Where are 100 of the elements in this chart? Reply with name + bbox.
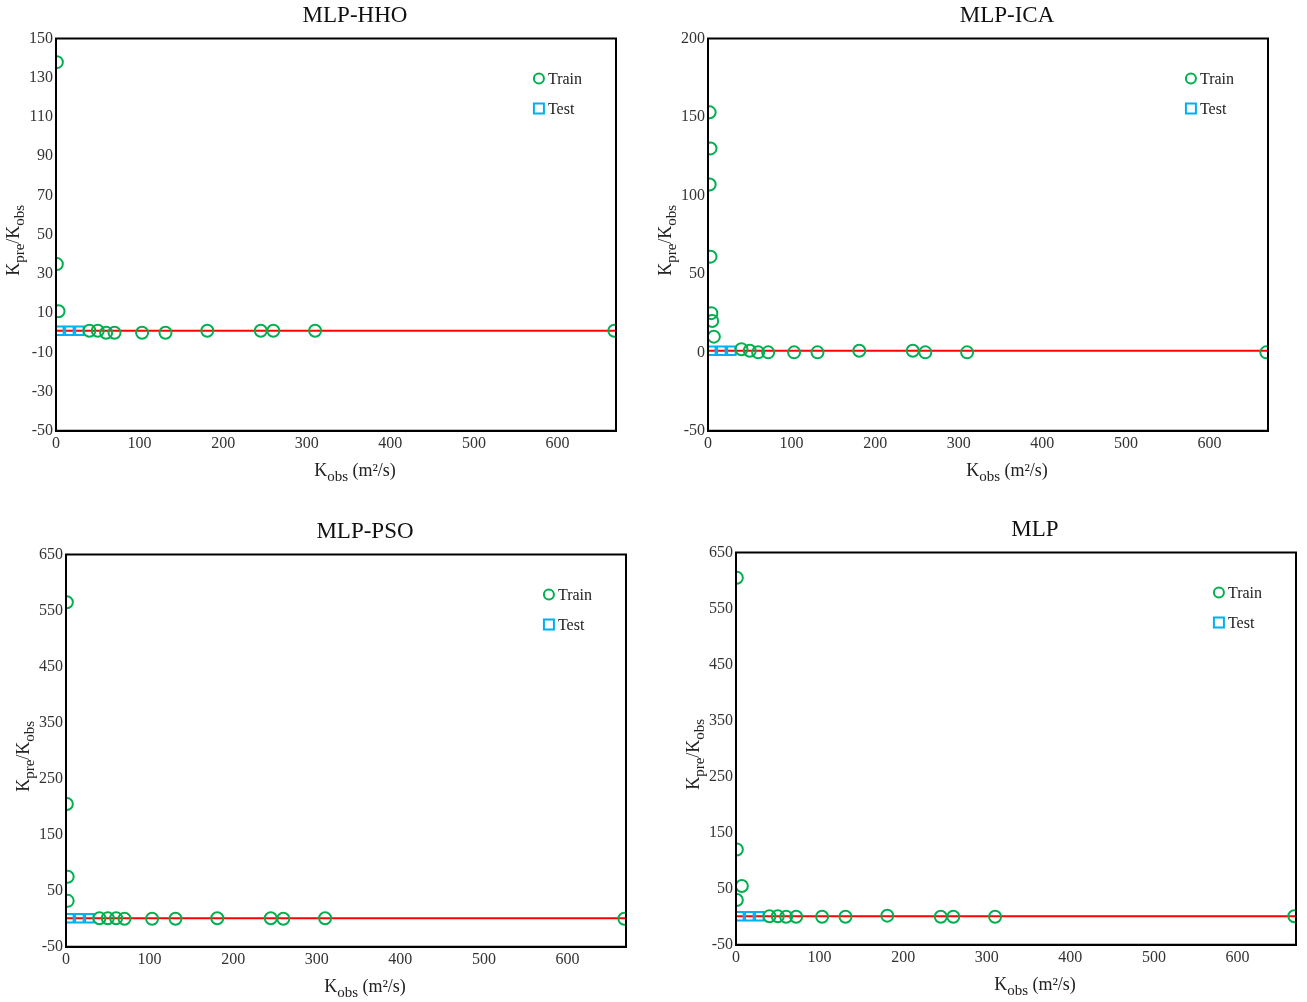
y-tick-label: 250 [39, 768, 63, 786]
y-tick-label: 50 [689, 264, 705, 282]
y-tick-label: 150 [709, 822, 733, 840]
point [253, 323, 268, 338]
y-tick-label: 150 [681, 107, 705, 125]
point [880, 908, 895, 923]
y-tick-label: 350 [39, 712, 63, 730]
point [109, 911, 124, 926]
x-tick-label: 100 [779, 433, 804, 451]
y-tick-label: 50 [37, 224, 53, 242]
point [100, 911, 115, 926]
point [960, 345, 975, 360]
x-axis-title: K$_{obs}$ (m²/s) [993, 974, 1077, 999]
x-tick-label: 600 [1225, 947, 1250, 965]
point [770, 909, 785, 924]
point [708, 345, 717, 357]
point [838, 909, 853, 924]
point [708, 329, 721, 344]
point [918, 345, 933, 360]
point [742, 343, 757, 358]
point [852, 343, 867, 358]
point [56, 325, 65, 337]
x-tick-label: 200 [863, 433, 888, 451]
point [168, 911, 183, 926]
point [736, 878, 749, 893]
y-tick-label: 650 [709, 542, 733, 560]
y-tick-label: 650 [39, 544, 63, 562]
x-axis-title: K$_{obs}$ (m²/s) [965, 460, 1049, 485]
y-tick-label: -30 [31, 381, 53, 399]
point [117, 911, 132, 926]
y-tick-label: 150 [39, 824, 63, 842]
point [762, 909, 777, 924]
point [84, 912, 95, 924]
legend-label: Train [1227, 583, 1263, 601]
y-tick-label: 100 [681, 185, 705, 203]
x-tick-label: 400 [388, 949, 413, 967]
point [779, 909, 794, 924]
point [716, 345, 727, 357]
chart-title: MLP-ICA [958, 2, 1056, 28]
point [158, 325, 173, 340]
x-tick-label: 100 [807, 947, 832, 965]
point [744, 910, 755, 922]
point [751, 345, 766, 360]
point [318, 911, 333, 926]
legend-label: Train [547, 69, 583, 87]
point [107, 325, 122, 340]
point [145, 911, 160, 926]
y-tick-label: 90 [37, 146, 53, 164]
chart-title: MLP-HHO [301, 2, 409, 28]
y-tick-label: 130 [29, 68, 53, 86]
point [74, 325, 85, 337]
chart-title: MLP [1010, 516, 1060, 542]
x-tick-label: 400 [1030, 433, 1055, 451]
x-tick-label: 300 [946, 433, 971, 451]
y-tick-label: -50 [711, 935, 733, 952]
x-tick-label: 600 [1197, 433, 1222, 451]
y-tick-label: 150 [29, 28, 53, 46]
y-tick-label: -50 [683, 421, 705, 438]
point [74, 912, 85, 924]
x-tick-label: 300 [304, 949, 329, 967]
y-tick-label: 30 [37, 264, 53, 282]
point [988, 909, 1003, 924]
legend-label: Train [1199, 69, 1235, 87]
legend-label: Test [1199, 99, 1227, 117]
x-tick-label: 300 [294, 433, 319, 451]
x-axis-title: K$_{obs}$ (m²/s) [313, 460, 397, 485]
point [933, 909, 948, 924]
y-tick-label: 70 [37, 185, 53, 203]
y-tick-label: 50 [717, 878, 733, 896]
point [90, 323, 105, 338]
point [787, 345, 802, 360]
point [734, 342, 749, 357]
y-tick-label: 0 [697, 342, 705, 360]
x-tick-label: 400 [378, 433, 403, 451]
point [99, 325, 114, 340]
y-tick-label: 10 [37, 303, 53, 321]
point [754, 910, 765, 922]
x-tick-label: 600 [555, 949, 580, 967]
y-tick-label: 350 [709, 710, 733, 728]
x-tick-label: 400 [1058, 947, 1083, 965]
y-tick-label: 50 [47, 880, 63, 898]
point [815, 909, 830, 924]
point [726, 345, 737, 357]
legend-label: Test [557, 615, 585, 633]
x-tick-label: 100 [137, 949, 162, 967]
y-tick-label: -50 [41, 937, 63, 954]
point [200, 323, 215, 338]
x-tick-label: 500 [461, 433, 486, 451]
chart-title: MLP-PSO [315, 518, 415, 544]
y-tick-label: 450 [709, 654, 733, 672]
point [64, 325, 75, 337]
y-tick-label: 200 [681, 28, 705, 46]
point [905, 343, 920, 358]
x-axis-title: K$_{obs}$ (m²/s) [323, 976, 407, 1001]
y-tick-label: -50 [31, 421, 53, 438]
y-tick-label: 250 [709, 766, 733, 784]
y-tick-label: -10 [31, 342, 53, 360]
point [92, 911, 107, 926]
point [810, 345, 825, 360]
point [276, 911, 291, 926]
